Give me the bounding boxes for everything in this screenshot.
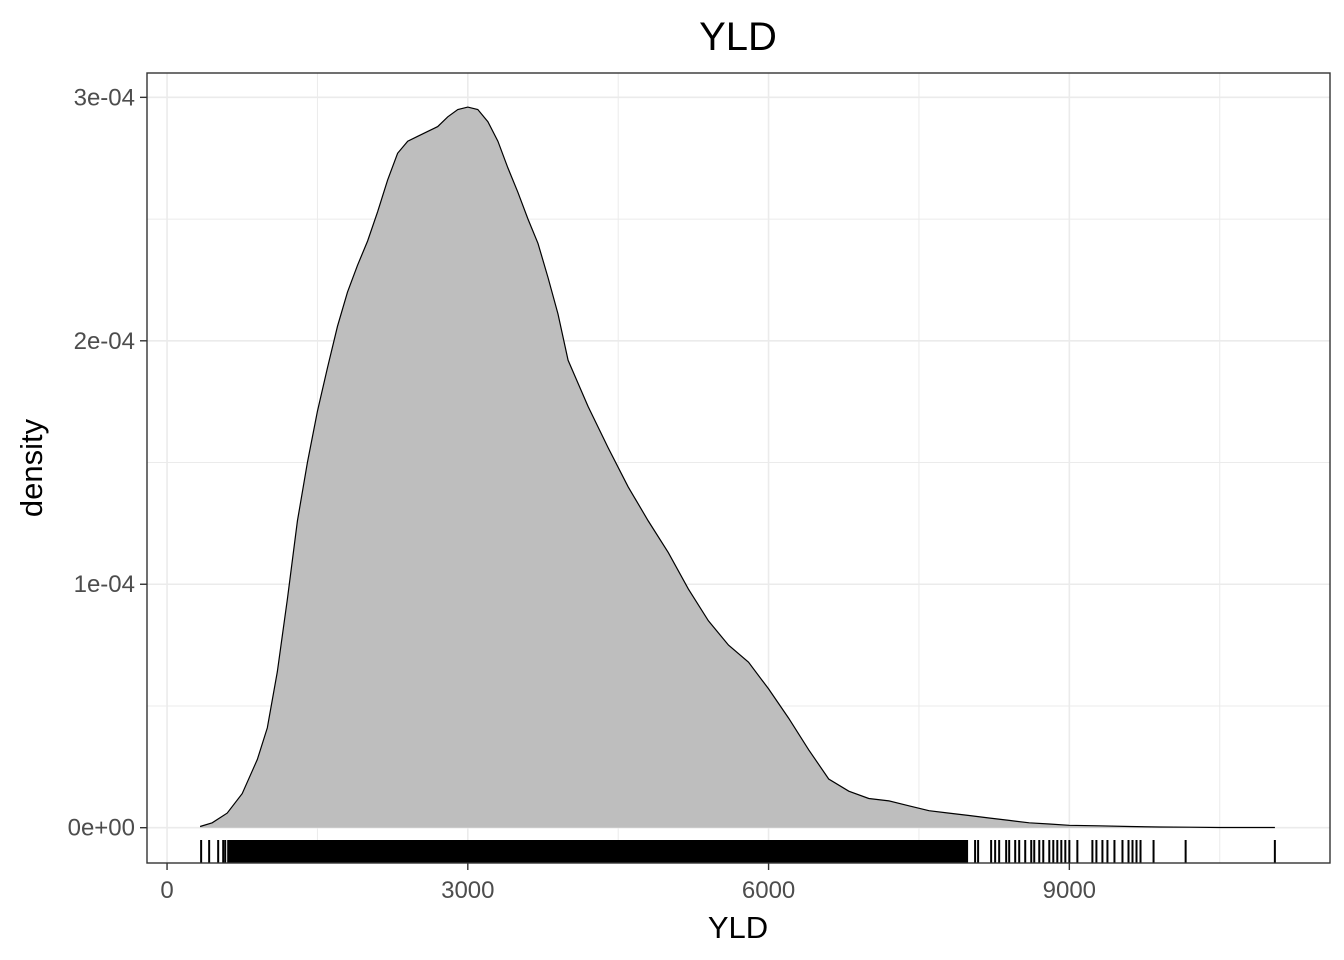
y-tick-label: 1e-04: [74, 571, 135, 598]
x-axis-title: YLD: [708, 910, 768, 945]
panel-border: [146, 72, 1331, 864]
rug-dense-block: [227, 840, 969, 863]
x-tick-label: 3000: [441, 877, 494, 904]
x-axis: 0 3000 6000 9000: [160, 863, 1096, 904]
y-tick-label: 3e-04: [74, 84, 135, 111]
rug-dense-block: [200, 840, 203, 863]
density-line: [199, 106, 1275, 829]
x-tick-label: 0: [160, 877, 173, 904]
y-tick-label: 2e-04: [74, 328, 135, 355]
x-tick-label: 6000: [742, 877, 795, 904]
x-tick-label: 9000: [1043, 877, 1096, 904]
rug-marks: [200, 840, 1276, 863]
density-area: [200, 107, 1275, 828]
chart-title: YLD: [699, 15, 777, 59]
rug-dense-block: [217, 840, 220, 863]
y-axis-title: density: [14, 418, 49, 517]
y-axis: 0e+00 1e-04 2e-04 3e-04: [68, 84, 147, 842]
y-tick-label: 0e+00: [68, 815, 135, 842]
